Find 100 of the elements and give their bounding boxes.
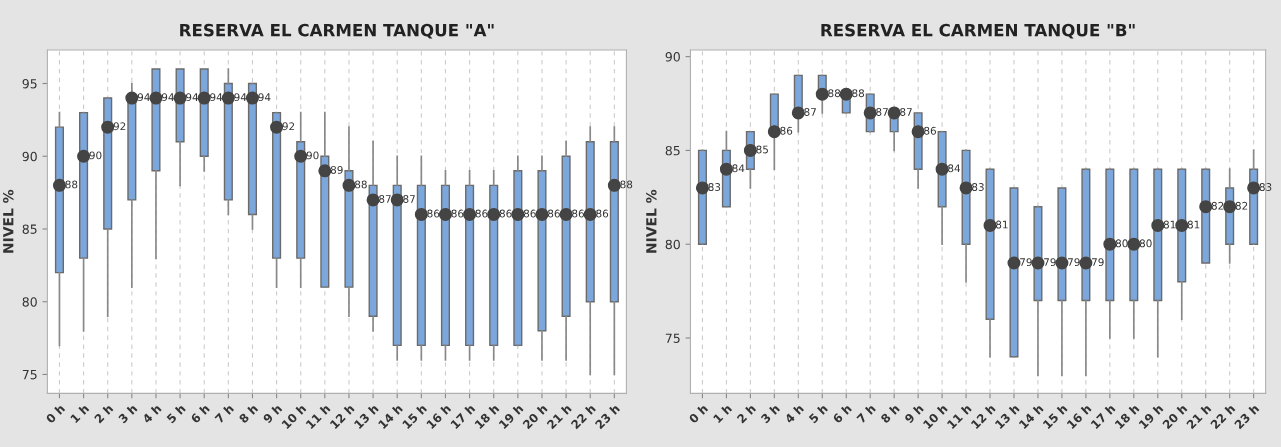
chart-title: RESERVA EL CARMEN TANQUE "A" <box>180 23 494 39</box>
x-tick-label: 14 h <box>1018 403 1044 429</box>
x-tick-label: 1 h <box>712 403 733 424</box>
point <box>911 125 925 139</box>
point <box>1079 256 1093 270</box>
data-label: 86 <box>780 126 793 135</box>
point <box>1223 200 1237 214</box>
data-label: 86 <box>572 209 584 218</box>
data-label: 86 <box>427 209 440 218</box>
point <box>511 207 525 221</box>
x-tick-label: 21 h <box>546 403 572 430</box>
data-label: 85 <box>756 145 768 154</box>
point <box>294 149 308 163</box>
x-tick-label: 13 h <box>994 403 1020 430</box>
data-label: 89 <box>330 165 343 174</box>
point <box>695 181 709 195</box>
x-tick-label: 6 h <box>190 403 211 424</box>
point <box>983 218 997 232</box>
point <box>366 193 380 207</box>
data-label: 86 <box>924 126 936 135</box>
y-tick-label: 95 <box>22 78 37 89</box>
x-tick-label: 6 h <box>832 403 853 424</box>
data-label: 94 <box>137 93 150 102</box>
data-label: 83 <box>708 183 721 191</box>
point <box>1031 256 1045 270</box>
point <box>815 87 829 101</box>
data-label: 86 <box>523 209 536 218</box>
point <box>1127 237 1141 251</box>
point <box>607 178 621 192</box>
point <box>887 106 901 120</box>
x-tick-label: 17 h <box>450 403 476 429</box>
data-label: 86 <box>499 209 512 218</box>
point <box>935 162 949 176</box>
x-tick-label: 1 h <box>69 403 90 424</box>
y-tick-label: 80 <box>22 297 37 307</box>
data-label: 88 <box>620 180 633 189</box>
data-label: 83 <box>972 183 984 191</box>
data-label: 79 <box>1068 258 1080 267</box>
point <box>414 207 428 221</box>
x-tick-label: 8 h <box>880 403 900 424</box>
x-tick-label: 18 h <box>474 403 500 430</box>
data-label: 88 <box>354 180 367 189</box>
data-label: 94 <box>210 93 223 102</box>
x-tick-label: 9 h <box>262 403 283 424</box>
y-tick-label: 75 <box>22 370 37 380</box>
data-label: 87 <box>804 108 816 116</box>
point <box>1103 237 1117 251</box>
data-label: 88 <box>828 89 841 98</box>
x-tick-label: 20 h <box>522 403 548 430</box>
x-tick-label: 5 h <box>808 403 829 424</box>
x-tick-label: 19 h <box>498 403 524 430</box>
chart-title: RESERVA EL CARMEN TANQUE "B" <box>821 23 1135 39</box>
point <box>125 91 139 105</box>
data-label: 90 <box>89 151 102 160</box>
x-tick-label: 2 h <box>93 403 114 424</box>
x-tick-label: 0 h <box>688 403 709 424</box>
point <box>959 181 973 195</box>
point <box>791 106 805 120</box>
data-label: 81 <box>996 220 1008 229</box>
data-label: 94 <box>234 93 247 102</box>
data-label: 86 <box>596 209 609 218</box>
point <box>197 91 211 105</box>
point <box>1199 200 1213 214</box>
point <box>318 164 332 178</box>
data-label: 79 <box>1020 258 1032 267</box>
data-label: 81 <box>1163 220 1176 229</box>
data-label: 80 <box>1139 239 1152 248</box>
data-label: 79 <box>1092 258 1104 267</box>
data-label: 80 <box>1115 239 1128 248</box>
data-label: 88 <box>65 180 78 189</box>
x-tick-label: 7 h <box>214 403 235 424</box>
point <box>839 87 853 101</box>
point <box>77 149 91 163</box>
point <box>221 91 235 105</box>
point <box>1247 181 1261 195</box>
data-label: 94 <box>161 93 174 102</box>
data-label: 87 <box>876 108 888 116</box>
x-tick-label: 12 h <box>329 403 355 429</box>
data-label: 83 <box>1259 183 1272 191</box>
data-label: 87 <box>379 195 391 203</box>
y-tick-label: 90 <box>22 151 37 162</box>
data-label: 81 <box>1187 220 1200 229</box>
x-tick-label: 8 h <box>238 403 259 424</box>
point <box>535 207 549 221</box>
data-label: 86 <box>547 209 560 218</box>
data-label: 87 <box>900 108 912 116</box>
x-tick-label: 11 h <box>305 403 331 429</box>
point <box>149 91 163 105</box>
point <box>863 106 877 120</box>
y-axis-title: NIVEL % <box>3 189 14 253</box>
y-axis-title: NIVEL % <box>646 189 657 253</box>
point <box>559 207 573 221</box>
x-tick-label: 3 h <box>760 403 781 424</box>
y-tick-label: 90 <box>665 52 680 62</box>
x-tick-label: 4 h <box>141 403 162 424</box>
y-tick-label: 85 <box>665 145 680 156</box>
point <box>1055 256 1069 270</box>
x-tick-label: 15 h <box>1042 403 1068 430</box>
data-label: 86 <box>475 209 488 218</box>
x-tick-label: 16 h <box>1066 403 1092 430</box>
